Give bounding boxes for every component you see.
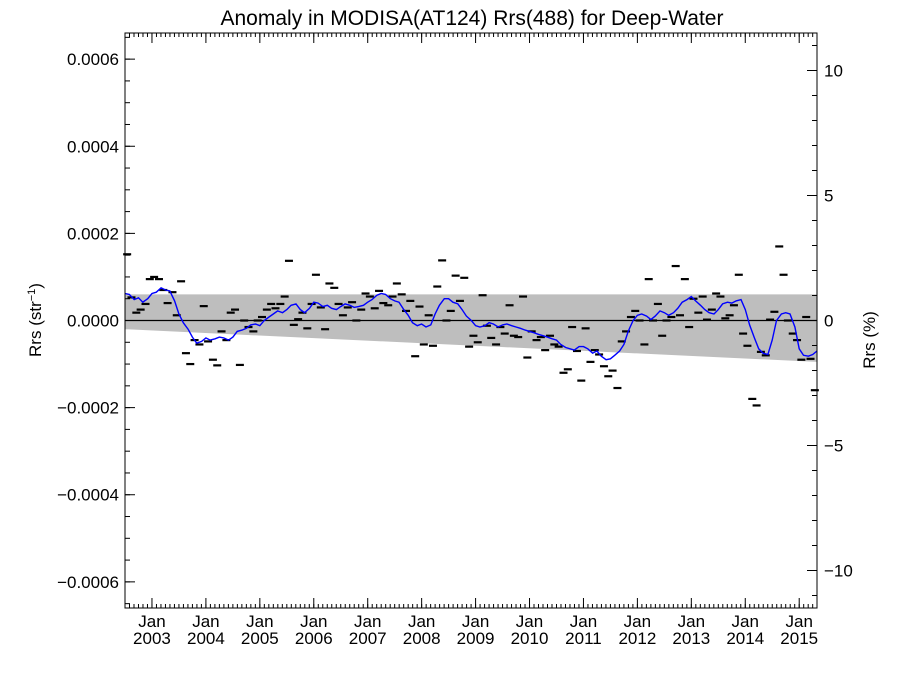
x-tick-label-year: 2010 [511,629,549,648]
x-tick-label-year: 2003 [133,629,171,648]
chart-title: Anomaly in MODISA(AT124) Rrs(488) for De… [221,7,724,30]
y-tick-label-left: −0.0004 [57,486,119,505]
y-tick-label-left: 0.0002 [67,224,119,243]
x-tick-label-month: Jan [246,612,273,631]
x-tick-label-month: Jan [138,612,165,631]
y-tick-label-left: 0.0006 [67,50,119,69]
x-tick-label-year: 2007 [349,629,387,648]
x-tick-label-year: 2015 [780,629,818,648]
y-axis-label-left-base: Rrs (str [26,301,45,357]
x-tick-label-month: Jan [785,612,812,631]
y-axis-label-left: Rrs (str−1) [26,283,45,357]
y-tick-label-right: 0 [824,312,833,331]
y-axis-label-left-sup: −1 [26,289,38,302]
x-tick-label-month: Jan [192,612,219,631]
x-tick-label-year: 2009 [457,629,495,648]
y-tick-label-right: 5 [824,187,833,206]
x-tick-label-month: Jan [408,612,435,631]
x-tick-label-year: 2004 [187,629,225,648]
x-tick-label-month: Jan [354,612,381,631]
x-tick-label-month: Jan [570,612,597,631]
y-tick-label-right: −5 [824,437,843,456]
x-tick-label-year: 2011 [565,629,602,648]
x-tick-label-year: 2014 [726,629,764,648]
y-axis-label-left-end: ) [26,283,45,289]
x-tick-label-month: Jan [516,612,543,631]
x-tick-label-month: Jan [732,612,759,631]
y-tick-label-left: 0.0000 [67,312,119,331]
x-tick-label-month: Jan [624,612,651,631]
x-tick-label-year: 2006 [295,629,333,648]
y-tick-label-left: −0.0002 [57,399,119,418]
x-tick-label-year: 2008 [403,629,441,648]
y-tick-label-left: 0.0004 [67,137,119,156]
x-tick-label-year: 2005 [241,629,279,648]
smoothed-series-line [124,286,818,361]
y-tick-label-right: 10 [824,62,843,81]
y-tick-label-left: −0.0006 [57,573,119,592]
x-tick-label-year: 2012 [618,629,656,648]
y-axis-label-right: Rrs (%) [860,311,879,369]
x-tick-label-year: 2013 [672,629,710,648]
x-tick-label-month: Jan [300,612,327,631]
y-tick-label-right: −10 [824,562,853,581]
x-tick-label-month: Jan [462,612,489,631]
plot-area: 0.0006 0.0004 0.0002 0.0000 −0.0002 −0.0004 −0… [57,32,853,648]
x-tick-label-month: Jan [678,612,705,631]
